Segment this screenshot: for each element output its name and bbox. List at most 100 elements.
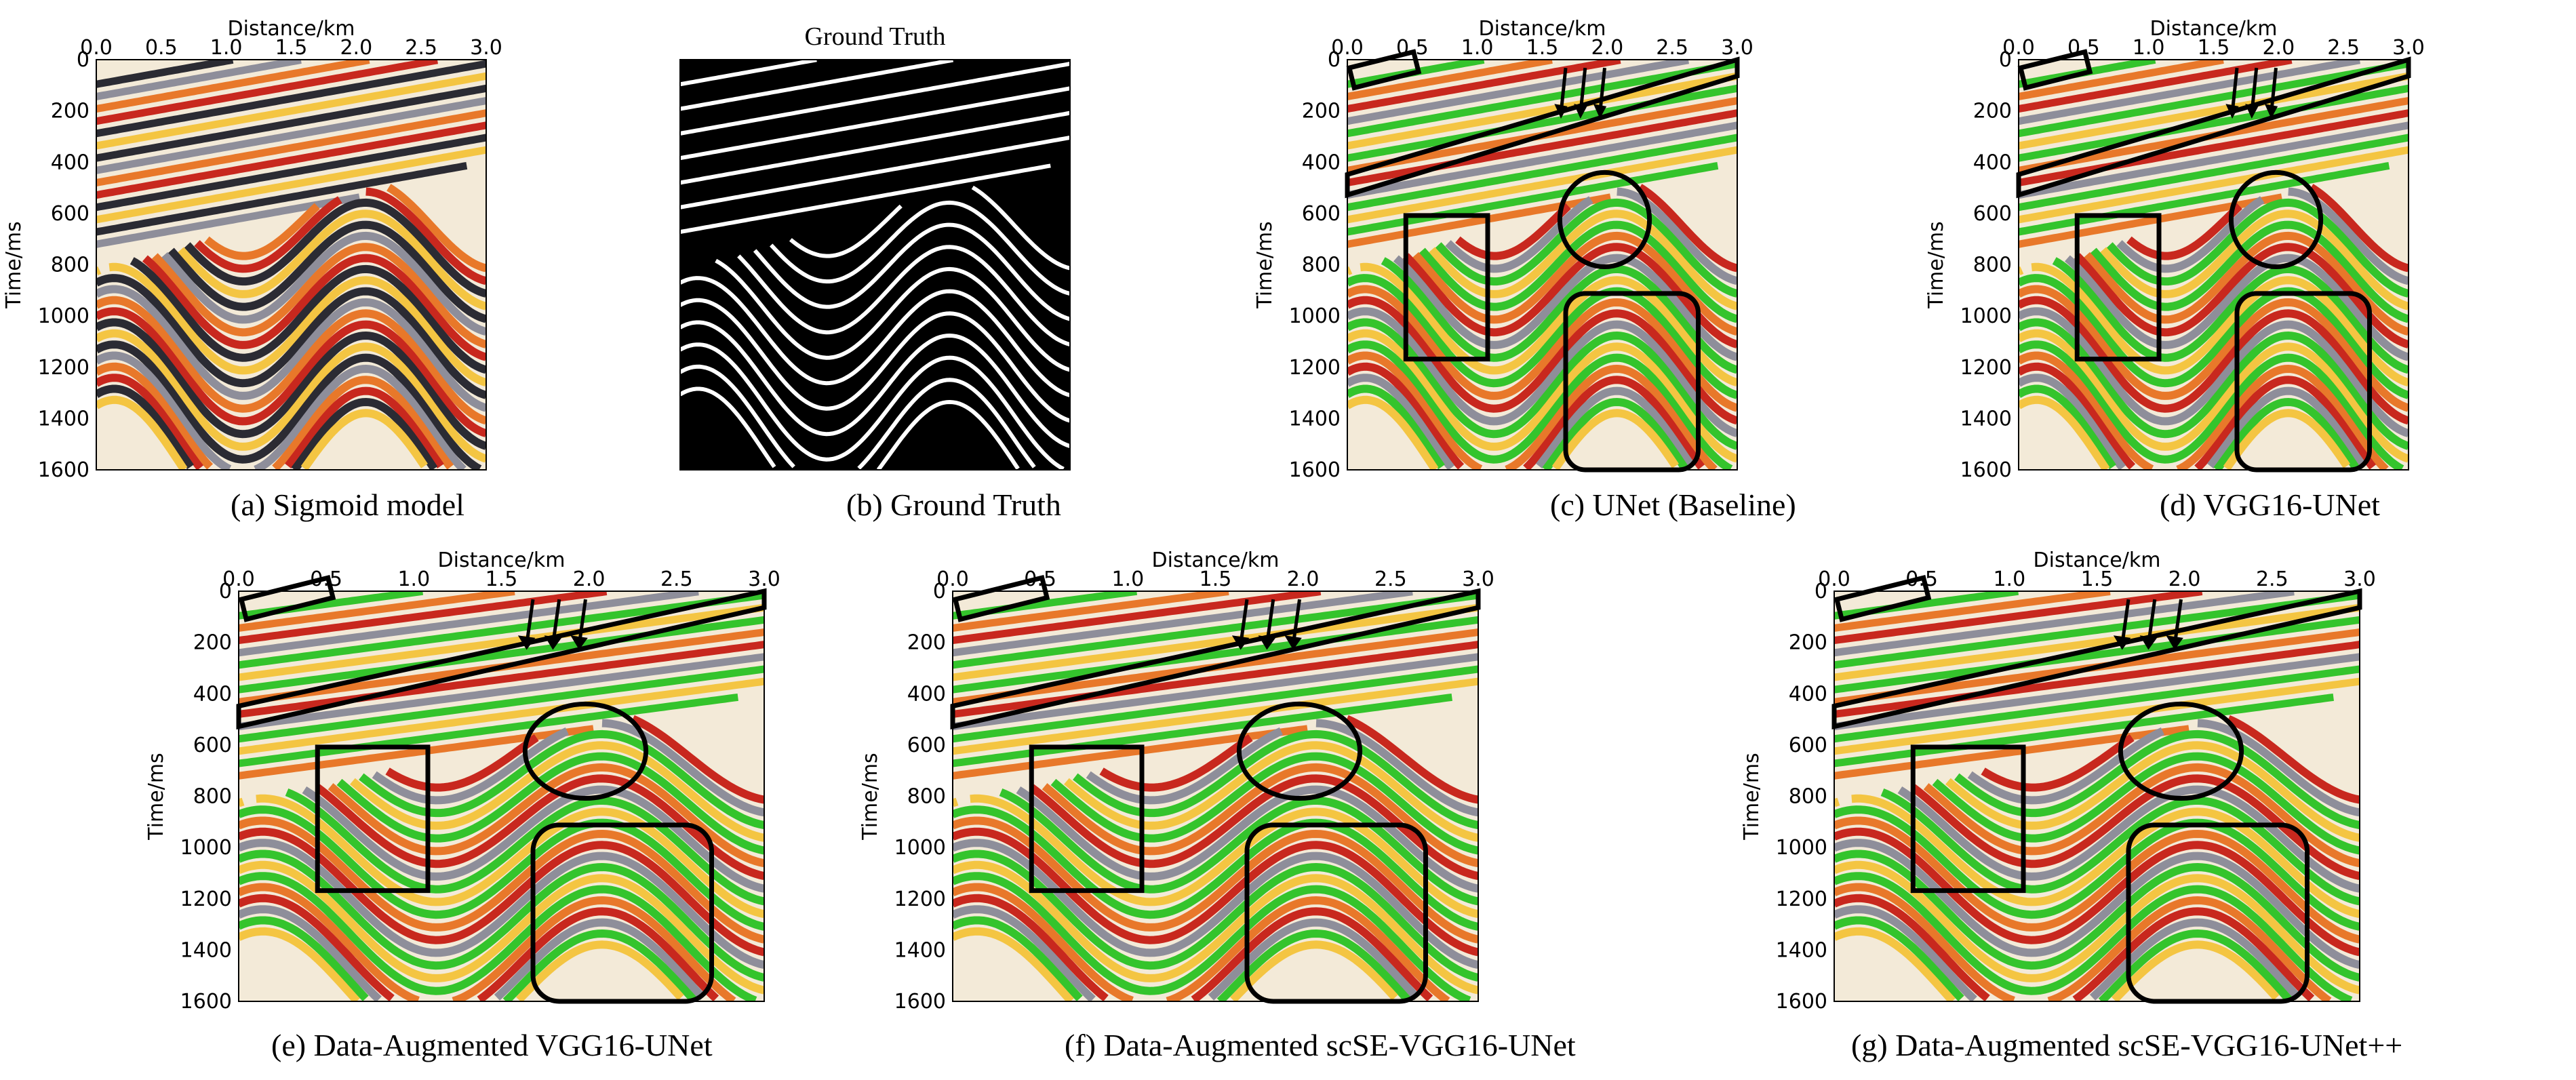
reflector-sigmoid xyxy=(953,805,1478,931)
plot-area xyxy=(680,60,1070,470)
reflector-top xyxy=(1347,84,1737,162)
y-tick-label: 800 xyxy=(1789,785,1827,809)
y-tick-label: 800 xyxy=(51,254,90,277)
reflector-sigmoid xyxy=(953,883,1450,1001)
x-tick-label: 1.5 xyxy=(2081,567,2114,591)
reflector-sigmoid xyxy=(302,785,764,893)
plot-frame xyxy=(952,591,1479,1002)
reflector-top xyxy=(680,111,1070,185)
x-tick-label: 2.5 xyxy=(2256,567,2288,591)
reflector-sigmoid xyxy=(2019,296,2409,425)
reflector-sigmoid xyxy=(2019,362,2377,470)
reflector-sigmoid xyxy=(130,257,486,374)
annotation-circle xyxy=(2228,169,2324,270)
reflector-top xyxy=(96,60,234,88)
x-tick-label: 0.0 xyxy=(1331,36,1364,60)
y-tick-label: 1600 xyxy=(894,990,946,1014)
reflector-top xyxy=(239,591,608,645)
y-tick-label: 800 xyxy=(1302,254,1341,277)
x-tick-label: 1.0 xyxy=(1111,567,1144,591)
x-tick-label: 1.0 xyxy=(397,567,430,591)
reflector-sigmoid xyxy=(239,894,719,1001)
y-tick-label: 1000 xyxy=(894,836,946,860)
reflector-sigmoid xyxy=(96,318,486,450)
reflector-sigmoid xyxy=(1347,351,1718,470)
reflector-sigmoid xyxy=(2116,187,2409,285)
annotation-rectangle-left xyxy=(2074,213,2162,362)
y-tick-label: 1000 xyxy=(1776,836,1827,860)
annotation-layer xyxy=(1345,49,1740,473)
reflector-sigmoid xyxy=(953,794,1478,919)
y-axis-label: Time/ms xyxy=(2,221,26,308)
reflector-sigmoid xyxy=(680,298,1070,423)
reflector-top xyxy=(96,146,486,224)
arrow-icon xyxy=(544,599,562,650)
reflector-sigmoid xyxy=(96,362,454,470)
x-tick-label: 1.5 xyxy=(1200,567,1232,591)
reflector-sigmoid xyxy=(1429,209,1737,311)
reflector-sigmoid xyxy=(1347,384,1689,470)
reflector-sigmoid xyxy=(1347,395,1679,470)
arrow-icon xyxy=(2225,67,2239,119)
reflector-sigmoid xyxy=(1967,719,2360,817)
reflector-sigmoid xyxy=(715,258,1070,372)
y-tick-label: 200 xyxy=(907,631,946,655)
reflector-top xyxy=(1834,693,2334,767)
plot-e: Distance/km0.0 0.5 1.0 1.5 2.0 2.5 3.0Time/ms0… xyxy=(144,548,780,1014)
reflector-sigmoid xyxy=(1834,849,2360,982)
reflector-sigmoid xyxy=(151,243,486,348)
y-tick-label: 1400 xyxy=(180,938,232,962)
reflector-sigmoid xyxy=(1445,187,1737,285)
plot-d: Distance/km0.0 0.5 1.0 1.5 2.0 2.5 3.0Time/ms0… xyxy=(1924,17,2425,482)
y-tick-label: 800 xyxy=(193,785,232,809)
reflector-sigmoid xyxy=(753,222,1070,321)
plot-b: Ground Truth xyxy=(679,22,1071,471)
arrow-icon xyxy=(2264,67,2278,119)
reflector-sigmoid xyxy=(285,788,764,906)
x-tick-label: 1.5 xyxy=(1526,36,1559,60)
annotation-layer xyxy=(1831,574,2362,1004)
annotation-rectangle-left xyxy=(315,744,431,894)
y-axis-label: Time/ms xyxy=(858,753,882,840)
plot-frame xyxy=(679,59,1071,471)
reflector-sigmoid xyxy=(96,329,486,463)
reflector-top xyxy=(96,121,486,199)
y-tick-label: 1200 xyxy=(1289,356,1341,380)
reflector-top xyxy=(2019,84,2409,162)
plot-area xyxy=(953,591,1478,1001)
plot-c: Distance/km0.0 0.5 1.0 1.5 2.0 2.5 3.0Time/ms0… xyxy=(1253,17,1753,482)
annotation-rounded-rectangle-right xyxy=(1244,822,1428,1004)
reflector-top xyxy=(96,134,486,212)
reflector-sigmoid xyxy=(96,274,486,399)
reflector-top xyxy=(1347,72,1737,150)
x-tick-label: 2.0 xyxy=(2168,567,2201,591)
reflector-sigmoid xyxy=(953,916,1412,1001)
x-axis-label: Distance/km xyxy=(2034,548,2161,572)
reflector-sigmoid xyxy=(1834,883,2332,1001)
annotation-rounded-rectangle-right xyxy=(2234,291,2372,473)
reflector-top xyxy=(96,161,468,236)
reflector-top xyxy=(239,591,764,669)
reflector-sigmoid xyxy=(1347,329,1737,463)
reflector-sigmoid xyxy=(2090,220,2409,323)
y-tick-label: 400 xyxy=(1302,151,1341,174)
reflector-top xyxy=(2019,60,2409,138)
y-tick-label: 1000 xyxy=(1960,304,2012,328)
reflector-top xyxy=(1347,60,1737,138)
y-tick-label: 200 xyxy=(193,631,232,655)
y-tick-label: 0 xyxy=(1999,48,2012,72)
reflector-top xyxy=(953,653,1478,731)
reflector-sigmoid xyxy=(239,794,764,919)
reflector-top xyxy=(2019,146,2409,224)
y-tick-label: 0 xyxy=(77,48,90,72)
reflector-sigmoid xyxy=(1834,839,2360,969)
panel-c: Distance/km 0.0 0.5 1.0 1.5 2.0 2.5 3.0 Time/ms 0… xyxy=(1253,17,1758,497)
x-axis-label: Distance/km xyxy=(1479,17,1606,41)
reflector-top xyxy=(953,693,1452,767)
reflector-sigmoid xyxy=(1834,916,2293,1001)
reflector-sigmoid xyxy=(2126,184,2409,273)
annotation-layer xyxy=(2016,49,2411,473)
reflector-top xyxy=(2019,121,2409,199)
y-tick-label: 400 xyxy=(1973,151,2012,174)
annotation-rectangle-left xyxy=(1029,744,1145,894)
